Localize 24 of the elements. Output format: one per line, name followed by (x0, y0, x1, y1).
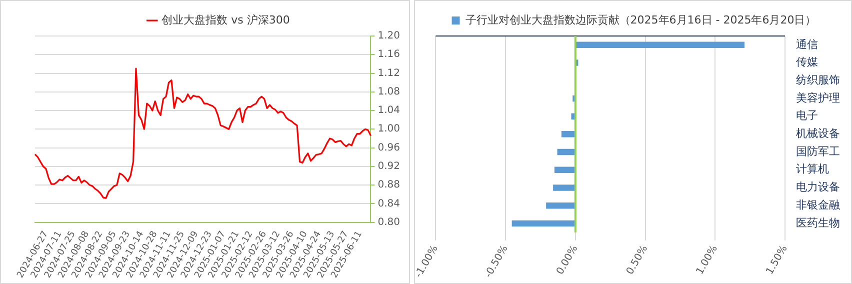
y-tick-label: 0.96 (378, 142, 400, 154)
y-tick-label: 0.84 (378, 198, 400, 210)
y-tick-label: 计算机 (796, 162, 829, 176)
y-tick-label: 0.92 (378, 161, 400, 172)
y-tick-label: 0.88 (378, 180, 400, 191)
y-tick-label: 1.20 (378, 30, 400, 42)
y-tick-label: 国防军工 (796, 144, 840, 158)
y-tick-label: 电子 (796, 109, 818, 122)
y-tick-label: 机械设备 (796, 127, 840, 140)
legend-label: 子行业对创业大盘指数边际贡献（2025年6月16日 - 2025年6月20日） (465, 13, 816, 26)
y-tick-label: 1.00 (378, 124, 400, 135)
y-tick-label: 1.08 (378, 86, 400, 98)
y-tick-label: 1.04 (378, 105, 400, 116)
y-tick-label: 电力设备 (796, 180, 840, 194)
legend-label: 创业大盘指数 vs 沪深300 (162, 13, 290, 26)
y-tick-label: 非银金融 (796, 198, 840, 212)
y-tick-label: 美容护理 (796, 91, 840, 104)
y-tick-label: 1.12 (378, 68, 400, 79)
y-tick-label: 1.16 (378, 49, 400, 60)
y-tick-label: 医药生物 (796, 216, 840, 230)
y-tick-label: 纺织服饰 (796, 73, 840, 86)
y-tick-label: 传媒 (796, 56, 818, 69)
y-tick-label: 通信 (796, 38, 818, 51)
y-tick-label: 0.80 (378, 216, 400, 228)
